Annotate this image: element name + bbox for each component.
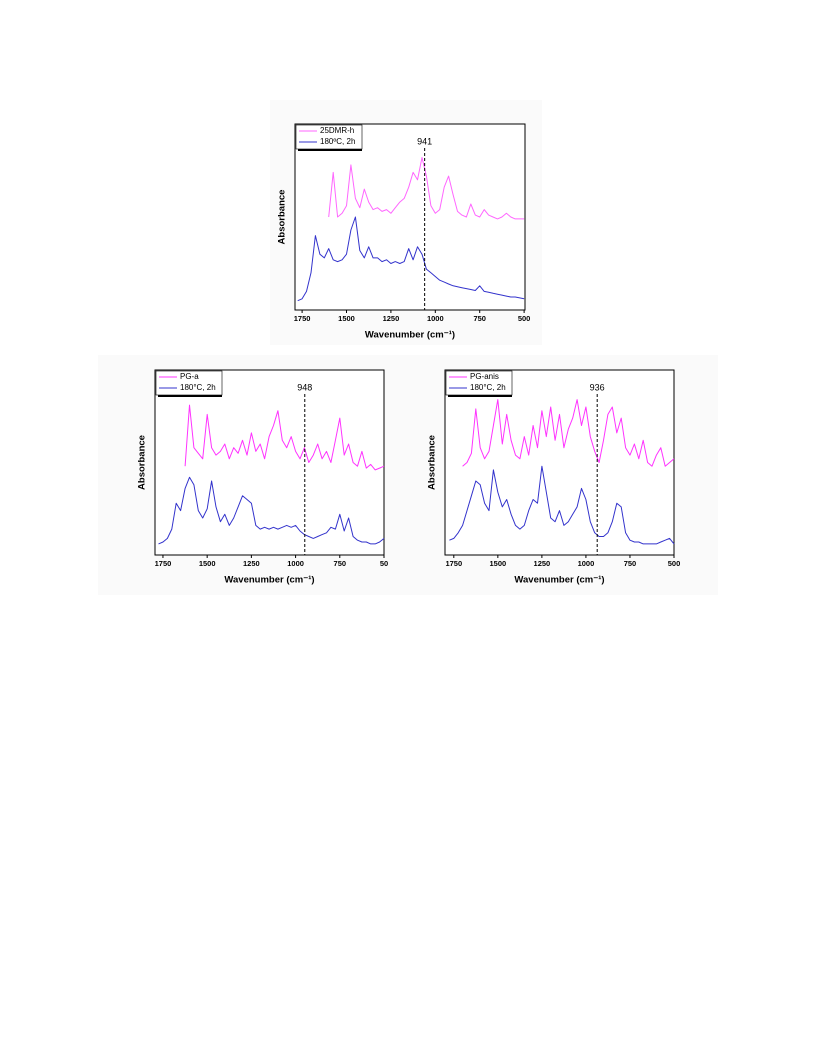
y-axis-title: Absorbance <box>427 435 438 490</box>
annotation-label: 948 <box>297 382 312 392</box>
legend-label: 180°C, 2h <box>470 383 506 392</box>
x-tick-label: 750 <box>473 314 486 323</box>
legend-box <box>445 370 513 396</box>
spectrum-line <box>297 216 525 302</box>
plot-frame <box>154 369 385 556</box>
y-axis-title: Absorbance <box>137 435 148 490</box>
legend-label: PG-anis <box>470 372 499 381</box>
plot-frame <box>444 369 675 556</box>
x-tick-label: 1750 <box>445 559 462 568</box>
x-tick-label: 1000 <box>578 559 595 568</box>
x-tick-label: 1500 <box>338 314 355 323</box>
legend-label: 180°C, 2h <box>180 383 216 392</box>
x-tick-label: 500 <box>518 314 531 323</box>
annotation-label: 936 <box>590 382 605 392</box>
legend-box <box>155 370 223 396</box>
x-tick-label: 1250 <box>534 559 551 568</box>
x-tick-label: 1500 <box>490 559 507 568</box>
x-tick-label: 750 <box>334 559 347 568</box>
legend-label: 25DMR-h <box>320 126 354 135</box>
x-axis-title: Wavenumber (cm⁻¹) <box>224 575 314 586</box>
x-axis-title: Wavenumber (cm⁻¹) <box>514 575 604 586</box>
spectrum-line <box>462 399 675 467</box>
x-tick-label: 1250 <box>383 314 400 323</box>
legend-label: PG-a <box>180 372 199 381</box>
spectrum-line <box>184 404 385 471</box>
x-tick-label: 1250 <box>243 559 260 568</box>
x-tick-label: 500 <box>668 559 681 568</box>
x-tick-label: 1750 <box>155 559 172 568</box>
x-tick-label: 1500 <box>199 559 216 568</box>
x-tick-label: 750 <box>624 559 637 568</box>
spectrum-line <box>158 476 385 545</box>
annotation-label: 941 <box>417 136 432 146</box>
x-tick-label: 50 <box>380 559 388 568</box>
x-tick-label: 1750 <box>294 314 311 323</box>
spectrum-line <box>449 465 675 545</box>
x-tick-label: 1000 <box>427 314 444 323</box>
x-axis-title: Wavenumber (cm⁻¹) <box>365 330 455 341</box>
spectrum-line <box>328 157 525 220</box>
y-axis-title: Absorbance <box>277 190 288 245</box>
plot-frame <box>294 123 526 311</box>
legend-box <box>295 124 363 150</box>
x-tick-label: 1000 <box>287 559 304 568</box>
legend-label: 180ºC, 2h <box>320 137 355 146</box>
